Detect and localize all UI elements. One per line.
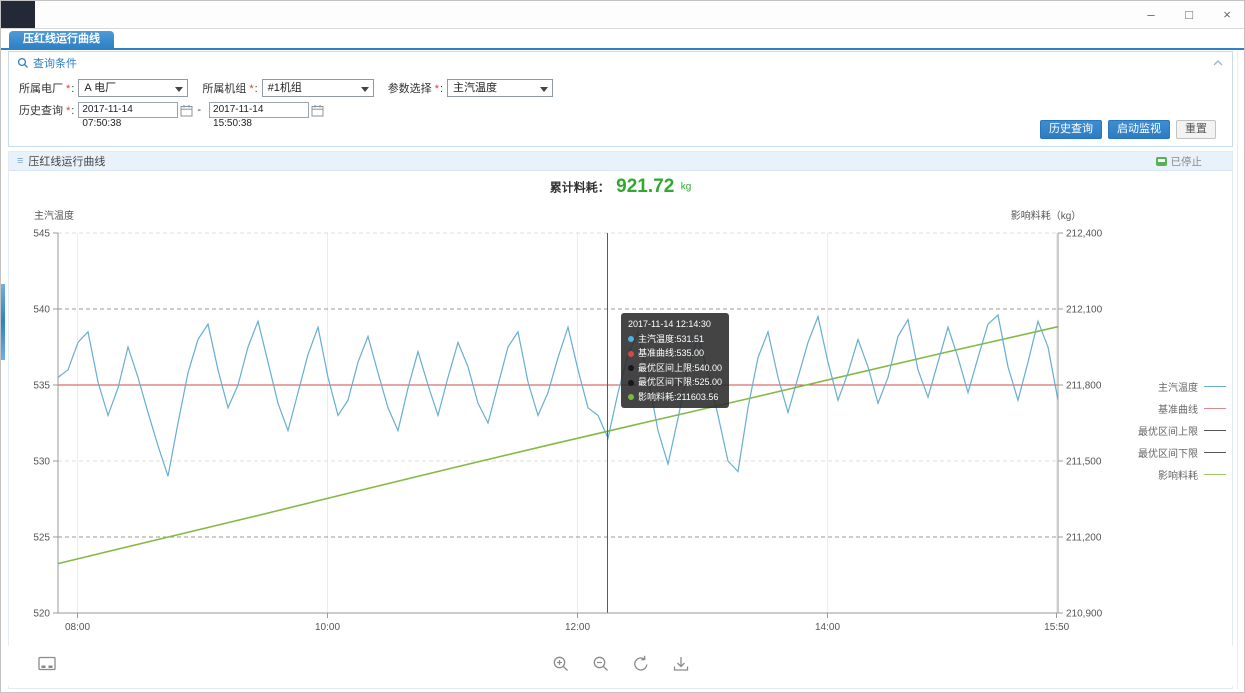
x-tick-label: 15:50 — [1044, 622, 1069, 633]
x-tick-label: 08:00 — [65, 622, 90, 633]
unit-label: 所属机组*: — [202, 80, 257, 96]
start-monitor-button[interactable]: 启动监视 — [1108, 120, 1170, 139]
param-label: 参数选择*: — [388, 80, 443, 96]
app-window: – □ × 压红线运行曲线 查询条件 所属电厂*: A 电厂 所属机组*: #1… — [0, 0, 1245, 693]
titlebar: – □ × — [1, 1, 1244, 29]
history-query-button[interactable]: 历史查询 — [1040, 120, 1102, 139]
plant-select[interactable]: A 电厂 — [78, 79, 188, 97]
left-tick-label: 540 — [33, 305, 50, 316]
chevron-down-icon — [540, 87, 548, 92]
chevron-down-icon — [175, 87, 183, 92]
x-tick-label: 10:00 — [315, 622, 340, 633]
total-consumption-value: 921.72 — [616, 176, 674, 197]
right-tick-label: 212,400 — [1066, 229, 1103, 240]
reset-button[interactable]: 重置 — [1176, 120, 1216, 139]
close-button[interactable]: × — [1220, 7, 1234, 22]
side-panel-handle[interactable] — [1, 284, 5, 360]
total-consumption-unit: kg — [681, 182, 692, 193]
param-select[interactable]: 主汽温度 — [447, 79, 553, 97]
chart-toolbar — [1, 646, 1244, 686]
right-tick-label: 210,900 — [1066, 609, 1103, 620]
list-icon: ≡ — [17, 155, 23, 167]
chart-area: 主汽温度 影响料耗（kg） 545540535530525520212,4002… — [1, 201, 1245, 646]
right-tick-label: 211,800 — [1066, 381, 1102, 392]
tab-underline — [1, 48, 1244, 50]
curve-panel-title: 压红线运行曲线 — [28, 153, 105, 169]
collapse-chevron-up-icon[interactable] — [1212, 58, 1224, 68]
right-tick-label: 211,200 — [1066, 533, 1102, 544]
series-line-4 — [58, 315, 1058, 476]
status-text: 已停止 — [1171, 154, 1203, 169]
zoom-out-icon[interactable] — [591, 654, 611, 674]
calendar-icon[interactable] — [311, 104, 324, 117]
refresh-icon[interactable] — [631, 654, 651, 674]
plant-label: 所属电厂*: — [19, 80, 74, 96]
query-conditions-panel: 查询条件 所属电厂*: A 电厂 所属机组*: #1机组 参数选择*: 主汽温度… — [8, 51, 1233, 147]
series-line-3 — [58, 327, 1058, 564]
x-tick-label: 12:00 — [565, 622, 590, 633]
minimize-button[interactable]: – — [1144, 7, 1158, 22]
x-tick-label: 14:00 — [815, 622, 840, 633]
start-datetime-input[interactable]: 2017-11-14 07:50:38 — [78, 102, 178, 118]
end-datetime-input[interactable]: 2017-11-14 15:50:38 — [209, 102, 309, 118]
search-icon — [17, 57, 29, 69]
total-consumption-label: 累计料耗： — [550, 181, 610, 195]
monitor-status-icon — [1156, 157, 1167, 166]
left-tick-label: 530 — [33, 457, 50, 468]
left-tick-label: 545 — [33, 229, 50, 240]
history-label: 历史查询*: — [19, 102, 74, 118]
left-tick-label: 525 — [33, 533, 50, 544]
zoom-in-icon[interactable] — [551, 654, 571, 674]
app-logo-block — [1, 1, 35, 28]
chevron-down-icon — [361, 87, 369, 92]
maximize-button[interactable]: □ — [1182, 7, 1196, 22]
vertical-divider — [1237, 51, 1238, 689]
tab-bar: 压红线运行曲线 — [1, 31, 1244, 50]
data-view-icon[interactable] — [37, 654, 57, 674]
chart-svg[interactable]: 545 540 535 530 525 520 212,400 212,100 211,800 2… — [1, 201, 1245, 646]
query-panel-title: 查询条件 — [33, 55, 77, 71]
left-tick-label: 535 — [33, 381, 50, 392]
right-tick-label: 211,500 — [1066, 457, 1102, 468]
left-tick-label: 520 — [33, 609, 50, 620]
date-range-separator: - — [197, 104, 201, 116]
download-icon[interactable] — [671, 654, 691, 674]
unit-select[interactable]: #1机组 — [262, 79, 374, 97]
calendar-icon[interactable] — [180, 104, 193, 117]
query-row-dates: 历史查询*: 2017-11-14 07:50:38 - 2017-11-14 … — [19, 102, 1232, 118]
total-consumption: 累计料耗： 921.72 kg — [9, 176, 1232, 198]
right-tick-label: 212,100 — [1066, 305, 1103, 316]
query-row-selects: 所属电厂*: A 电厂 所属机组*: #1机组 参数选择*: 主汽温度 — [19, 79, 1232, 97]
tab-pressure-redline-curve[interactable]: 压红线运行曲线 — [9, 31, 114, 48]
